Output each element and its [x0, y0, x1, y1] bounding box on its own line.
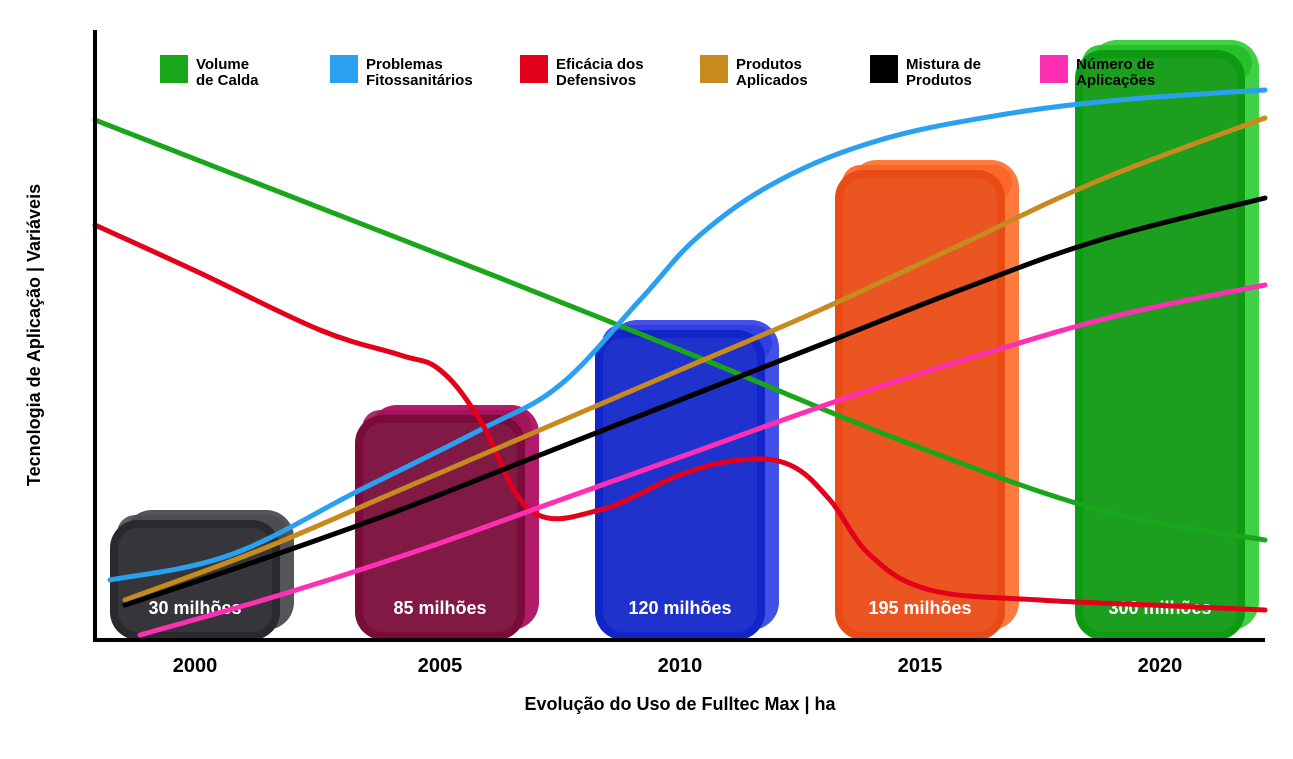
legend-label: Volume — [196, 56, 249, 73]
legend-swatch — [870, 55, 898, 83]
legend-item: Número deAplicações — [1040, 55, 1155, 89]
legend-label: Eficácia dos — [556, 56, 644, 73]
legend-label: Aplicações — [1076, 72, 1155, 89]
legend-label: Defensivos — [556, 72, 636, 89]
x-tick-2010: 2010 — [658, 655, 703, 677]
legend-swatch — [160, 55, 188, 83]
legend-item: Mistura deProdutos — [870, 55, 981, 89]
legend-item: Eficácia dosDefensivos — [520, 55, 644, 89]
legend-label: Aplicados — [736, 72, 808, 89]
x-axis-label: Evolução do Uso de Fulltec Max | ha — [524, 694, 836, 714]
legend-item: Volumede Calda — [160, 55, 259, 89]
chart-root: 30 milhões85 milhões120 milhões195 milhõ… — [0, 0, 1293, 759]
x-tick-2005: 2005 — [418, 655, 463, 677]
bar-gloss — [603, 338, 757, 632]
y-axis-label: Tecnologia de Aplicação | Variáveis — [24, 184, 44, 486]
legend-swatch — [330, 55, 358, 83]
legend-label: Produtos — [736, 56, 802, 73]
legend-label: Número de — [1076, 56, 1154, 73]
bar-gloss — [1083, 58, 1237, 632]
legend-label: Problemas — [366, 56, 443, 73]
legend-label: Mistura de — [906, 56, 981, 73]
x-tick-2000: 2000 — [173, 655, 218, 677]
legend-item: ProdutosAplicados — [700, 55, 808, 89]
legend-swatch — [520, 55, 548, 83]
legend-swatch — [700, 55, 728, 83]
legend-item: ProblemasFitossanitários — [330, 55, 473, 89]
legend-swatch — [1040, 55, 1068, 83]
legend: Volumede Calda ProblemasFitossanitários Ef… — [160, 55, 1155, 89]
bar-value-2010: 120 milhões — [628, 598, 731, 618]
legend-label: de Calda — [196, 72, 259, 89]
legend-label: Produtos — [906, 72, 972, 89]
bar-value-2005: 85 milhões — [393, 598, 486, 618]
bar-gloss — [843, 178, 997, 632]
legend-label: Fitossanitários — [366, 72, 473, 89]
x-tick-2015: 2015 — [898, 655, 943, 677]
bar-value-2015: 195 milhões — [868, 598, 971, 618]
x-tick-2020: 2020 — [1138, 655, 1183, 677]
